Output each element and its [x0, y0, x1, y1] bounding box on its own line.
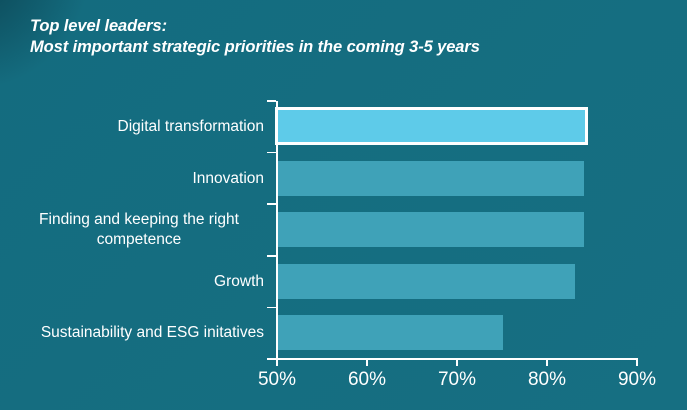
value-axis-tick [546, 359, 548, 366]
bar-growth [278, 263, 575, 299]
category-axis-tick [266, 100, 276, 102]
category-label-text: Growth [214, 272, 264, 290]
chart-title-line1: Top level leaders: [30, 17, 167, 35]
category-label-innovation: Innovation [0, 153, 264, 205]
x-tick-label-60: 60% [347, 369, 387, 390]
category-label-text: Finding and keeping the right competence [39, 211, 239, 248]
category-label-finding-and-keeping-the-right-competence: Finding and keeping the right competence [0, 204, 264, 256]
category-axis-line [275, 101, 278, 359]
x-tick-label-50: 50% [257, 369, 297, 390]
bar-sustainability-and-esg-initatives [278, 315, 503, 351]
category-axis-tick [266, 306, 276, 309]
category-axis-tick [266, 358, 276, 360]
category-label-text: Digital transformation [117, 118, 264, 136]
category-label-digital-transformation: Digital transformation [0, 101, 264, 153]
x-tick-label-70: 70% [437, 369, 477, 390]
category-label-sustainability-and-esg-initatives: Sustainability and ESG initatives [0, 307, 264, 359]
category-label-text: Sustainability and ESG initatives [40, 324, 264, 342]
value-axis-line [275, 357, 638, 360]
x-tick-label-80: 80% [527, 369, 567, 390]
category-axis-tick [266, 255, 276, 257]
value-axis-tick [276, 359, 278, 366]
chart-title: Top level leaders: Most important strate… [30, 16, 480, 58]
value-axis-tick [636, 359, 638, 366]
bar-digital-transformation [275, 107, 588, 145]
category-axis-tick [266, 203, 276, 205]
value-axis-tick [366, 359, 368, 366]
chart-title-line2: Most important strategic priorities in t… [30, 38, 480, 56]
category-label-growth: Growth [0, 256, 264, 308]
x-tick-label-90: 90% [617, 369, 657, 390]
bar-finding-and-keeping-the-right-competence [278, 212, 584, 248]
category-axis-tick [266, 151, 276, 154]
category-label-text: Innovation [192, 169, 264, 187]
value-axis-tick [456, 359, 458, 366]
bar-innovation [278, 160, 584, 196]
